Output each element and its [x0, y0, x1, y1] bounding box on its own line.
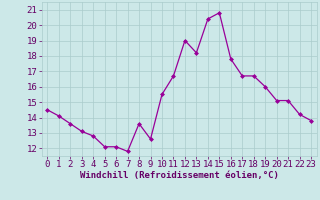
X-axis label: Windchill (Refroidissement éolien,°C): Windchill (Refroidissement éolien,°C) [80, 171, 279, 180]
